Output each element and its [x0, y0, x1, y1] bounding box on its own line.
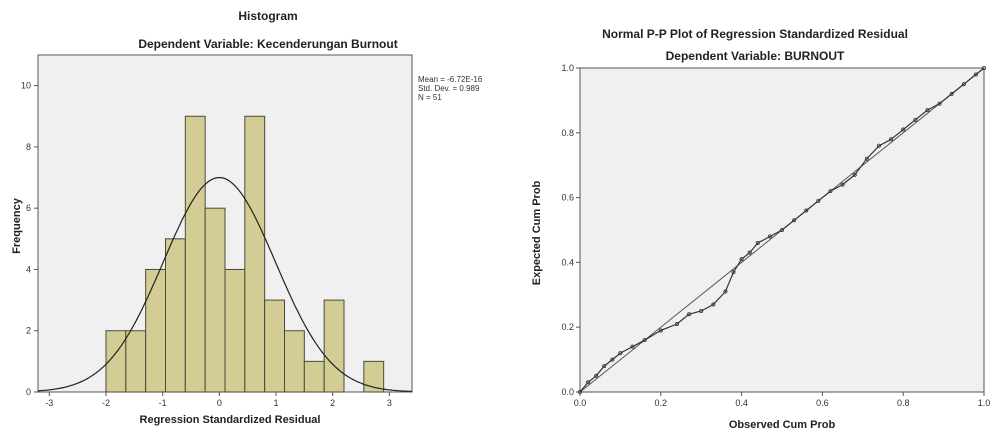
histogram-x-tick-label: -1	[159, 398, 167, 408]
pp-plot-y-axis-label: Expected Cum Prob	[531, 180, 543, 285]
pp-plot-point	[602, 364, 607, 369]
histogram-bar-7	[244, 115, 266, 393]
pp-plot-x-tick-label: 0.6	[816, 398, 829, 408]
pp-plot-area: 0.0 0.2 0.4 0.6 0.8 1.0 0.0 0.2 0.4 0.6 0.8 1.0	[561, 63, 990, 408]
pp-plot-point	[658, 328, 663, 333]
pp-plot-series-line	[579, 67, 985, 393]
pp-plot-point	[937, 101, 942, 106]
pp-plot-point	[901, 127, 906, 132]
pp-plot-point	[723, 289, 728, 294]
pp-plot-point	[586, 380, 591, 385]
pp-plot-y-tick-label: 0.2	[561, 322, 574, 332]
histogram-title: Histogram	[238, 9, 297, 23]
pp-plot-point	[747, 250, 752, 255]
pp-plot-point	[792, 218, 797, 223]
histogram-bar-8	[264, 299, 285, 393]
pp-plot-point	[739, 257, 744, 262]
pp-plot-y-tick-label: 0.4	[561, 257, 574, 267]
pp-plot-x-tick-label: 0.2	[655, 398, 668, 408]
pp-plot-y-tick-label: 1.0	[561, 63, 574, 73]
pp-plot-y-tick-label: 0.0	[561, 387, 574, 397]
histogram-bar-9	[284, 330, 305, 393]
histogram-y-tick-label: 2	[26, 326, 31, 336]
pp-plot-x-tick-label: 0.8	[897, 398, 910, 408]
histogram-y-tick-label: 8	[26, 142, 31, 152]
pp-plot-point	[840, 182, 845, 187]
pp-plot-point	[876, 143, 881, 148]
pp-plot-point	[767, 234, 772, 239]
pp-plot-point	[961, 82, 966, 87]
pp-plot-point	[755, 240, 760, 245]
pp-plot-point	[913, 117, 918, 122]
histogram-x-tick-label: -3	[45, 398, 53, 408]
histogram-bar-5	[204, 207, 226, 393]
pp-plot-point	[779, 227, 784, 232]
histogram-bar-10	[303, 360, 325, 393]
pp-plot-y-tick-label: 0.8	[561, 128, 574, 138]
pp-plot-point	[925, 108, 930, 113]
histogram-x-tick-label: 0	[217, 398, 222, 408]
pp-plot-x-tick-label: 1.0	[978, 398, 990, 408]
histogram-chart: -3 -2 -1 0 1 2 3 0 2 4 6 8 10 Histogram Dependent Va…	[11, 9, 483, 426]
histogram-subtitle: Dependent Variable: Kecenderungan Burnou…	[138, 37, 397, 51]
pp-plot-point	[731, 270, 736, 275]
histogram-bar-1	[125, 330, 147, 393]
histogram-bar-4	[184, 115, 206, 393]
pp-plot-point	[852, 172, 857, 177]
pp-plot-x-tick-label: 0.0	[574, 398, 587, 408]
histogram-y-tick-label: 10	[21, 81, 31, 91]
histogram-bar-2	[145, 268, 167, 393]
pp-plot-chart: 0.0 0.2 0.4 0.6 0.8 1.0 0.0 0.2 0.4 0.6 0.8 1.0 Nor…	[531, 27, 990, 431]
histogram-x-axis-label: Regression Standardized Residual	[140, 414, 321, 426]
histogram-stats-line: Mean = -6.72E-16	[418, 75, 483, 84]
histogram-normal-curve	[37, 177, 413, 392]
pp-plot-point	[610, 357, 615, 362]
pp-plot-point	[618, 351, 623, 356]
histogram-y-axis-label: Frequency	[11, 197, 23, 254]
pp-plot-point	[687, 312, 692, 317]
histogram-x-tick-label: 2	[330, 398, 335, 408]
histogram-x-tick-label: -2	[102, 398, 110, 408]
histogram-bar-3	[165, 238, 186, 393]
pp-plot-point	[889, 137, 894, 142]
histogram-y-tick-label: 4	[26, 264, 31, 274]
pp-plot-point	[630, 344, 635, 349]
pp-plot-point	[594, 373, 599, 378]
pp-plot-subtitle: Dependent Variable: BURNOUT	[666, 49, 845, 63]
pp-plot-point	[674, 321, 679, 326]
pp-plot-point	[973, 72, 978, 77]
histogram-bar-13	[363, 360, 385, 393]
pp-plot-panel: 0.0 0.2 0.4 0.6 0.8 1.0 0.0 0.2 0.4 0.6 0.8 1.0 Nor…	[500, 0, 990, 434]
pp-plot-point	[981, 66, 986, 71]
histogram-x-tick-label: 3	[387, 398, 392, 408]
histogram-y-tick-label: 0	[26, 387, 31, 397]
pp-plot-title: Normal P-P Plot of Regression Standardiz…	[602, 27, 908, 41]
pp-plot-point	[804, 208, 809, 213]
pp-plot-x-tick-label: 0.4	[735, 398, 748, 408]
histogram-x-tick-label: 1	[273, 398, 278, 408]
pp-plot-point	[642, 338, 647, 343]
pp-plot-point	[949, 91, 954, 96]
histogram-plot-area: -3 -2 -1 0 1 2 3 0 2 4 6 8 10	[21, 54, 413, 408]
pp-plot-y-tick-label: 0.6	[561, 193, 574, 203]
histogram-stats-line: N = 51	[418, 93, 442, 102]
pp-plot-point	[828, 189, 833, 194]
histogram-bar-11	[323, 299, 345, 393]
pp-plot-x-axis-label: Observed Cum Prob	[729, 419, 836, 431]
pp-plot-point	[711, 302, 716, 307]
pp-plot-point	[699, 308, 704, 313]
histogram-bar-6	[224, 268, 246, 393]
histogram-panel: -3 -2 -1 0 1 2 3 0 2 4 6 8 10 Histogram Dependent Va…	[0, 0, 500, 434]
histogram-stats-line: Std. Dev. = 0.989	[418, 84, 480, 93]
histogram-y-tick-label: 6	[26, 203, 31, 213]
pp-plot-point	[864, 156, 869, 161]
pp-plot-point	[816, 198, 821, 203]
